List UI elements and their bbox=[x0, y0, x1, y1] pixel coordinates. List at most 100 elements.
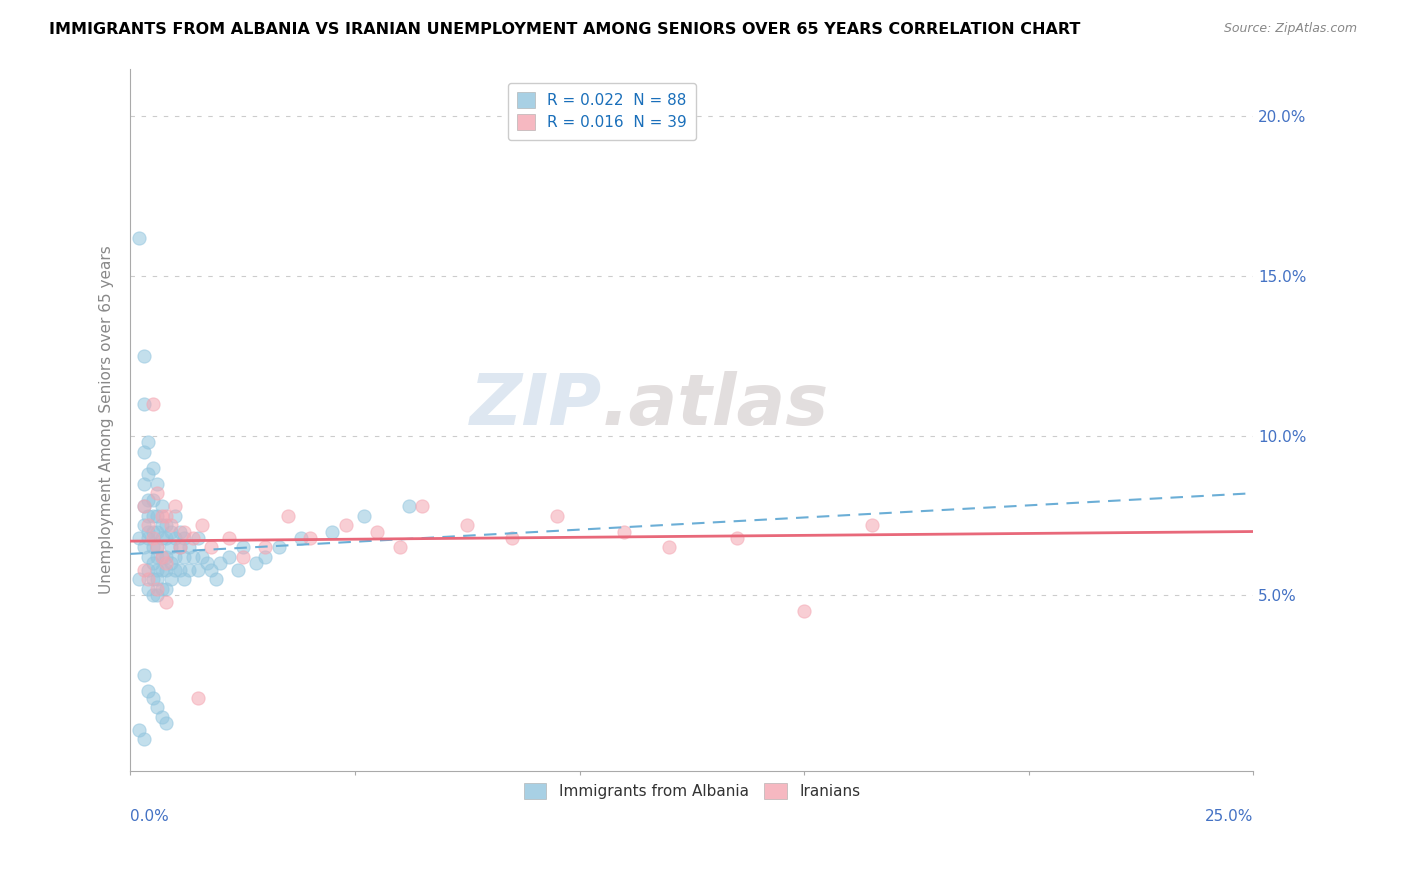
Point bbox=[232, 541, 254, 555]
Point bbox=[456, 518, 478, 533]
Point bbox=[136, 524, 159, 539]
Point bbox=[136, 508, 159, 523]
Point bbox=[150, 508, 173, 523]
Point bbox=[150, 518, 173, 533]
Point bbox=[366, 524, 388, 539]
Point bbox=[218, 550, 240, 565]
Point bbox=[173, 573, 195, 587]
Point bbox=[132, 732, 155, 747]
Point bbox=[155, 550, 177, 565]
Point bbox=[150, 582, 173, 596]
Legend: Immigrants from Albania, Iranians: Immigrants from Albania, Iranians bbox=[517, 777, 866, 805]
Point bbox=[177, 563, 200, 577]
Point bbox=[155, 531, 177, 545]
Point bbox=[132, 541, 155, 555]
Point bbox=[155, 582, 177, 596]
Point bbox=[155, 563, 177, 577]
Point bbox=[136, 492, 159, 507]
Point bbox=[142, 541, 165, 555]
Point bbox=[146, 582, 169, 596]
Point bbox=[155, 595, 177, 609]
Point bbox=[165, 499, 187, 513]
Text: 0.0%: 0.0% bbox=[131, 809, 169, 824]
Point bbox=[613, 524, 636, 539]
Point bbox=[181, 550, 204, 565]
Point bbox=[353, 508, 375, 523]
Point bbox=[150, 563, 173, 577]
Point bbox=[169, 563, 191, 577]
Point bbox=[142, 508, 165, 523]
Point bbox=[150, 550, 173, 565]
Point bbox=[267, 541, 290, 555]
Point bbox=[187, 690, 209, 705]
Text: 25.0%: 25.0% bbox=[1205, 809, 1253, 824]
Point bbox=[195, 557, 218, 571]
Point bbox=[128, 573, 150, 587]
Point bbox=[245, 557, 267, 571]
Point bbox=[335, 518, 357, 533]
Point bbox=[136, 563, 159, 577]
Point bbox=[150, 499, 173, 513]
Point bbox=[146, 700, 169, 714]
Point bbox=[146, 588, 169, 602]
Point bbox=[142, 492, 165, 507]
Point bbox=[146, 573, 169, 587]
Point bbox=[150, 531, 173, 545]
Point bbox=[132, 563, 155, 577]
Point bbox=[136, 684, 159, 698]
Point bbox=[204, 573, 226, 587]
Text: .atlas: .atlas bbox=[602, 371, 830, 441]
Point bbox=[165, 563, 187, 577]
Point bbox=[142, 573, 165, 587]
Point bbox=[142, 588, 165, 602]
Point bbox=[793, 604, 815, 618]
Point bbox=[155, 716, 177, 731]
Point bbox=[725, 531, 748, 545]
Point bbox=[159, 541, 181, 555]
Point bbox=[159, 557, 181, 571]
Point bbox=[159, 524, 181, 539]
Point bbox=[128, 723, 150, 737]
Point bbox=[169, 541, 191, 555]
Point bbox=[321, 524, 343, 539]
Point bbox=[191, 518, 214, 533]
Point bbox=[226, 563, 249, 577]
Point bbox=[132, 397, 155, 411]
Point bbox=[142, 397, 165, 411]
Point bbox=[146, 563, 169, 577]
Point bbox=[146, 524, 169, 539]
Point bbox=[128, 231, 150, 245]
Point bbox=[155, 557, 177, 571]
Point bbox=[136, 518, 159, 533]
Point bbox=[187, 563, 209, 577]
Point bbox=[132, 499, 155, 513]
Point bbox=[155, 508, 177, 523]
Point bbox=[146, 508, 169, 523]
Point bbox=[132, 668, 155, 682]
Point bbox=[546, 508, 568, 523]
Point bbox=[254, 550, 277, 565]
Point bbox=[159, 573, 181, 587]
Point bbox=[159, 518, 181, 533]
Point bbox=[165, 550, 187, 565]
Y-axis label: Unemployment Among Seniors over 65 years: Unemployment Among Seniors over 65 years bbox=[100, 245, 114, 594]
Point bbox=[142, 460, 165, 475]
Point bbox=[142, 531, 165, 545]
Point bbox=[146, 541, 169, 555]
Point bbox=[658, 541, 681, 555]
Point bbox=[132, 499, 155, 513]
Point bbox=[150, 550, 173, 565]
Point bbox=[150, 710, 173, 724]
Point bbox=[169, 524, 191, 539]
Point bbox=[132, 476, 155, 491]
Point bbox=[173, 550, 195, 565]
Point bbox=[142, 690, 165, 705]
Point bbox=[200, 541, 222, 555]
Point bbox=[132, 518, 155, 533]
Point bbox=[411, 499, 433, 513]
Point bbox=[136, 467, 159, 481]
Text: ZIP: ZIP bbox=[470, 371, 602, 441]
Point bbox=[860, 518, 883, 533]
Point bbox=[277, 508, 299, 523]
Point bbox=[181, 531, 204, 545]
